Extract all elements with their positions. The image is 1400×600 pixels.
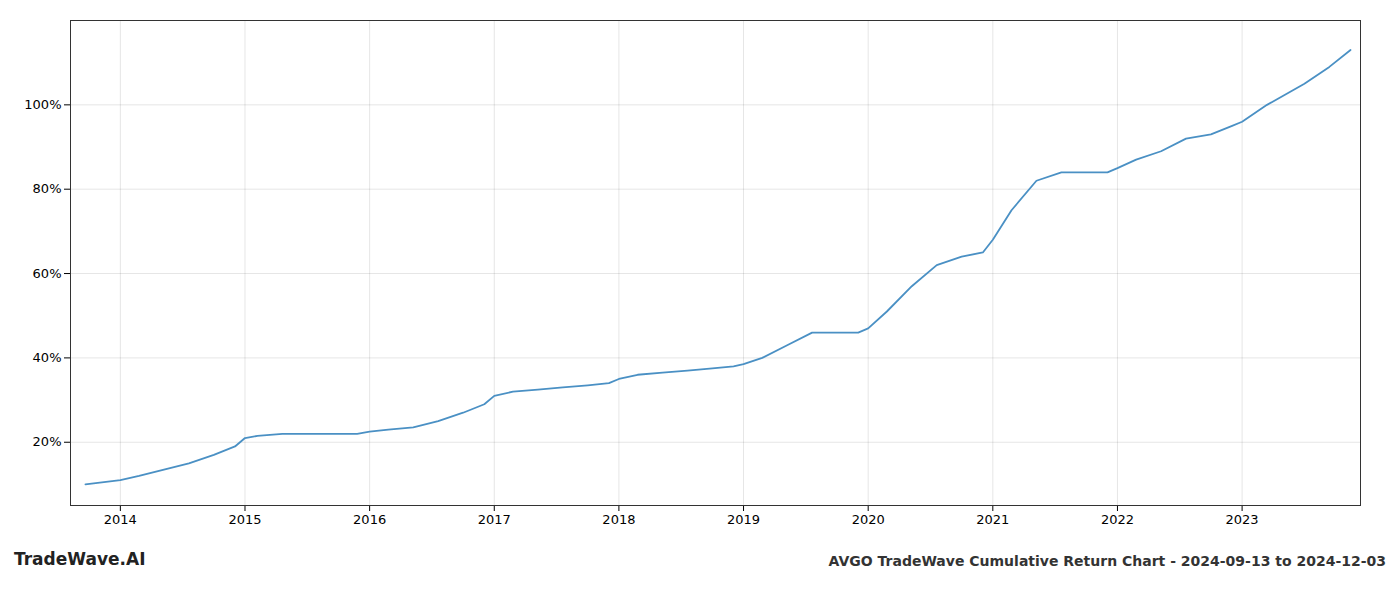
svg-text:2014: 2014 (104, 512, 137, 527)
html-text:TradeWave.AI: TradeWave.AI (14, 549, 146, 569)
svg-text:2022: 2022 (1101, 512, 1134, 527)
svg-text:20%: 20% (33, 434, 62, 449)
svg-text:2020: 2020 (852, 512, 885, 527)
svg-text:2021: 2021 (976, 512, 1009, 527)
svg-text:80%: 80% (33, 181, 62, 196)
svg-text:2018: 2018 (602, 512, 635, 527)
svg-text:60%: 60% (33, 266, 62, 281)
svg-text:40%: 40% (33, 350, 62, 365)
svg-text:2017: 2017 (478, 512, 511, 527)
html-text:AVGO TradeWave Cumulative Retu: AVGO TradeWave Cumulative Return Chart -… (828, 553, 1386, 569)
svg-text:2015: 2015 (228, 512, 261, 527)
svg-text:2023: 2023 (1226, 512, 1259, 527)
svg-text:100%: 100% (24, 97, 61, 112)
svg-text:2016: 2016 (353, 512, 386, 527)
svg-text:2019: 2019 (727, 512, 760, 527)
